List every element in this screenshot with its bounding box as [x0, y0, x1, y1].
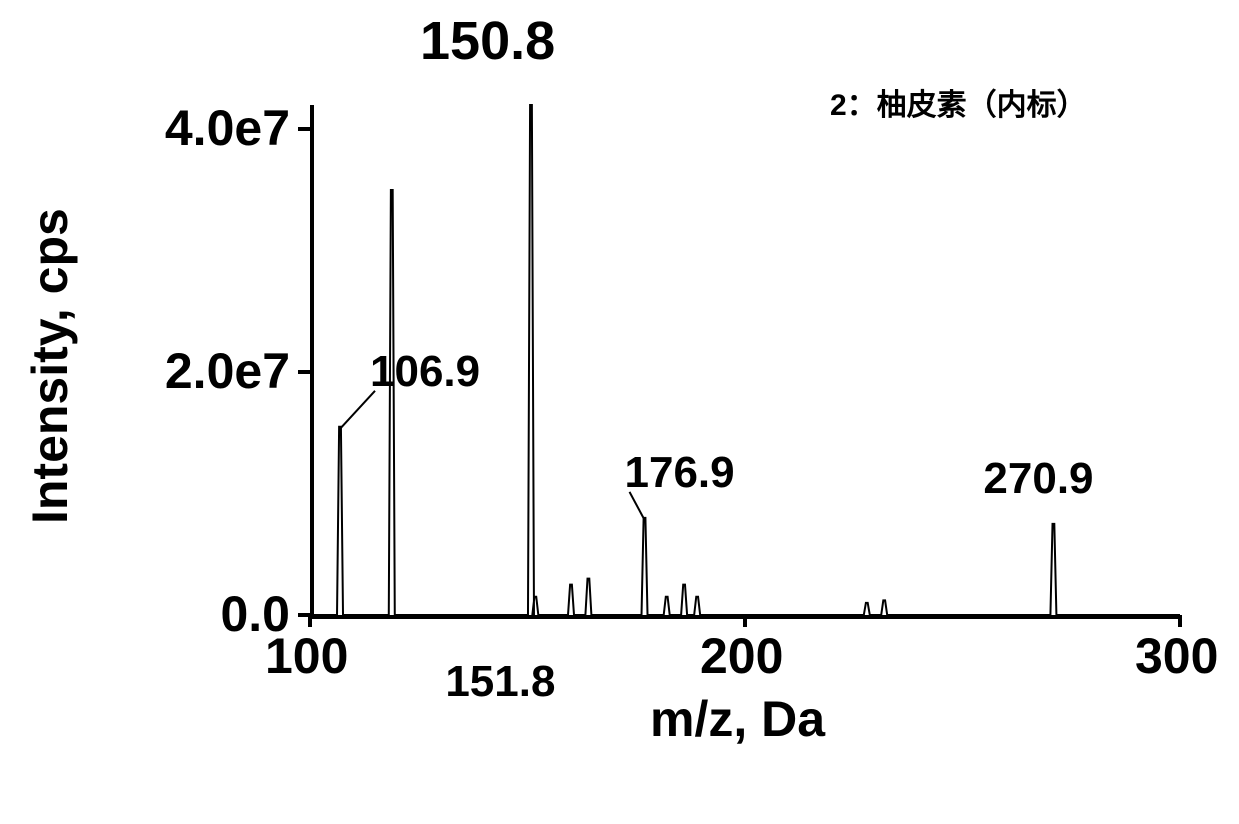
y-tick-label: 4.0e7	[130, 99, 290, 157]
x-axis-title: m/z, Da	[650, 690, 825, 748]
x-tick-label: 300	[1135, 627, 1218, 685]
y-tick	[298, 127, 310, 131]
y-tick-label: 2.0e7	[130, 342, 290, 400]
top-peak-label: 150.8	[420, 10, 555, 72]
x-tick	[1178, 615, 1182, 627]
peak-label: 270.9	[983, 454, 1093, 504]
y-axis-title: Intensity, cps	[21, 204, 79, 524]
x-tick-label: 100	[265, 627, 348, 685]
peak-label: 176.9	[625, 448, 735, 498]
peak-label: 151.8	[445, 657, 555, 707]
peak-label: 106.9	[370, 347, 480, 397]
y-tick	[298, 370, 310, 374]
mass-spectrum-chart: 150.8 2：柚皮素（内标） Intensity, cps m/z, Da 0…	[20, 10, 1220, 810]
x-tick-label: 200	[700, 627, 783, 685]
x-tick	[743, 615, 747, 627]
x-tick	[308, 615, 312, 627]
